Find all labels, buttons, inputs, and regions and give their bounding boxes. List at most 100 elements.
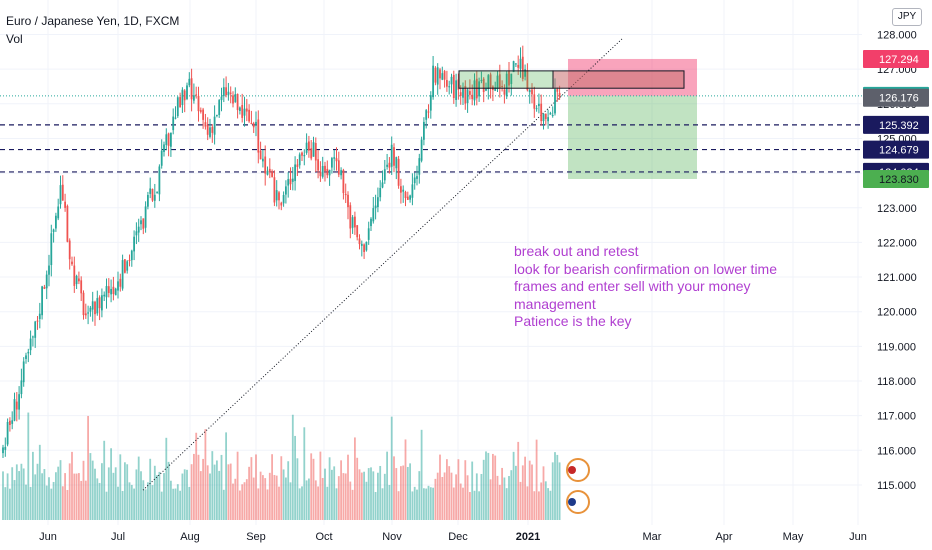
candle-body	[326, 168, 329, 176]
candle-body	[264, 156, 267, 174]
volume-bar	[239, 490, 241, 520]
volume-bar	[478, 491, 480, 520]
volume-bar	[232, 483, 234, 520]
candle-body	[439, 69, 441, 79]
volume-bar	[528, 460, 531, 520]
volume-bar	[443, 472, 446, 520]
candle-body	[236, 93, 239, 111]
volume-bar	[124, 462, 126, 520]
volume-bar	[144, 489, 147, 520]
candle-body	[126, 261, 129, 271]
volume-bar	[48, 477, 50, 520]
candle-body	[266, 170, 269, 175]
candle-body	[319, 171, 322, 177]
volume-bar	[160, 491, 163, 520]
candle-body	[340, 170, 342, 176]
candle-body	[432, 65, 434, 98]
volume-bar	[475, 473, 478, 520]
candle-body	[202, 109, 204, 120]
candle-body	[554, 89, 556, 114]
volume-bar	[68, 463, 71, 520]
volume-bar	[38, 444, 41, 520]
candle-body	[372, 208, 375, 222]
volume-bar	[386, 451, 388, 520]
price-label-badge	[863, 88, 929, 107]
volume-bar	[462, 487, 464, 520]
candle-body	[45, 274, 48, 289]
volume-bar	[107, 467, 110, 520]
retest-zone-box	[552, 70, 685, 89]
candle-body	[397, 158, 400, 186]
candlestick-series	[2, 45, 561, 459]
volume-bar	[489, 479, 492, 520]
candle-body	[328, 169, 331, 176]
volume-bar	[71, 451, 73, 520]
volume-indicator-label[interactable]: Vol	[6, 32, 23, 46]
time-tick-label: Dec	[448, 531, 468, 543]
candle-body	[222, 87, 225, 97]
candle-body	[303, 154, 306, 157]
economic-event-icon[interactable]	[566, 458, 590, 482]
candle-body	[133, 236, 135, 252]
annotation-line: management	[514, 295, 596, 312]
volume-bar	[524, 456, 526, 520]
volume-bar	[170, 480, 172, 520]
volume-bar	[503, 477, 506, 520]
volume-bar	[418, 471, 421, 520]
candle-body	[137, 226, 140, 233]
candle-body	[496, 75, 499, 90]
economic-event-icon[interactable]	[566, 490, 590, 514]
volume-bar	[266, 489, 269, 520]
volume-bar	[25, 484, 27, 520]
flag-icon	[568, 466, 576, 474]
volume-bar	[128, 482, 131, 520]
currency-badge[interactable]: JPY	[892, 8, 922, 26]
volume-bar	[521, 465, 524, 520]
volume-bar	[303, 427, 306, 520]
volume-bar	[379, 465, 382, 520]
time-tick-label: Jun	[849, 531, 867, 543]
candle-body	[542, 113, 545, 122]
volume-bar	[2, 471, 4, 520]
volume-bar	[319, 451, 322, 520]
volume-bar	[193, 453, 195, 520]
candle-body	[257, 119, 260, 153]
candle-body	[110, 288, 112, 295]
volume-bar	[156, 475, 158, 520]
volume-bar	[248, 466, 250, 520]
candle-body	[374, 205, 377, 209]
candle-body	[87, 312, 89, 314]
volume-bar	[308, 478, 310, 520]
candle-body	[36, 320, 39, 322]
symbol-title[interactable]: Euro / Japanese Yen, 1D, FXCM	[6, 14, 180, 28]
volume-bar	[176, 484, 179, 520]
volume-bar	[130, 484, 133, 520]
volume-bar	[547, 488, 549, 520]
candle-body	[294, 164, 296, 181]
candle-body	[94, 301, 96, 315]
volume-bar	[556, 454, 559, 520]
volume-bar	[402, 465, 405, 520]
volume-bar	[420, 429, 423, 520]
candle-body	[245, 108, 248, 112]
volume-bar	[34, 474, 37, 520]
volume-bar	[11, 467, 14, 520]
volume-bar	[538, 491, 540, 520]
candle-body	[179, 97, 181, 108]
candle-body	[41, 286, 43, 316]
candle-body	[540, 103, 543, 122]
volume-bar	[381, 488, 384, 520]
volume-bar	[165, 437, 168, 520]
candle-body	[48, 265, 50, 275]
volume-bar	[390, 416, 393, 520]
volume-bar	[179, 490, 181, 520]
volume-bar	[204, 429, 207, 520]
candle-body	[310, 148, 313, 159]
candle-body	[234, 94, 237, 103]
volume-bar	[158, 471, 161, 520]
candle-body	[305, 142, 308, 153]
price-tick-label: 119.000	[877, 341, 916, 353]
volume-bars	[2, 412, 561, 520]
volume-bar	[406, 466, 409, 520]
